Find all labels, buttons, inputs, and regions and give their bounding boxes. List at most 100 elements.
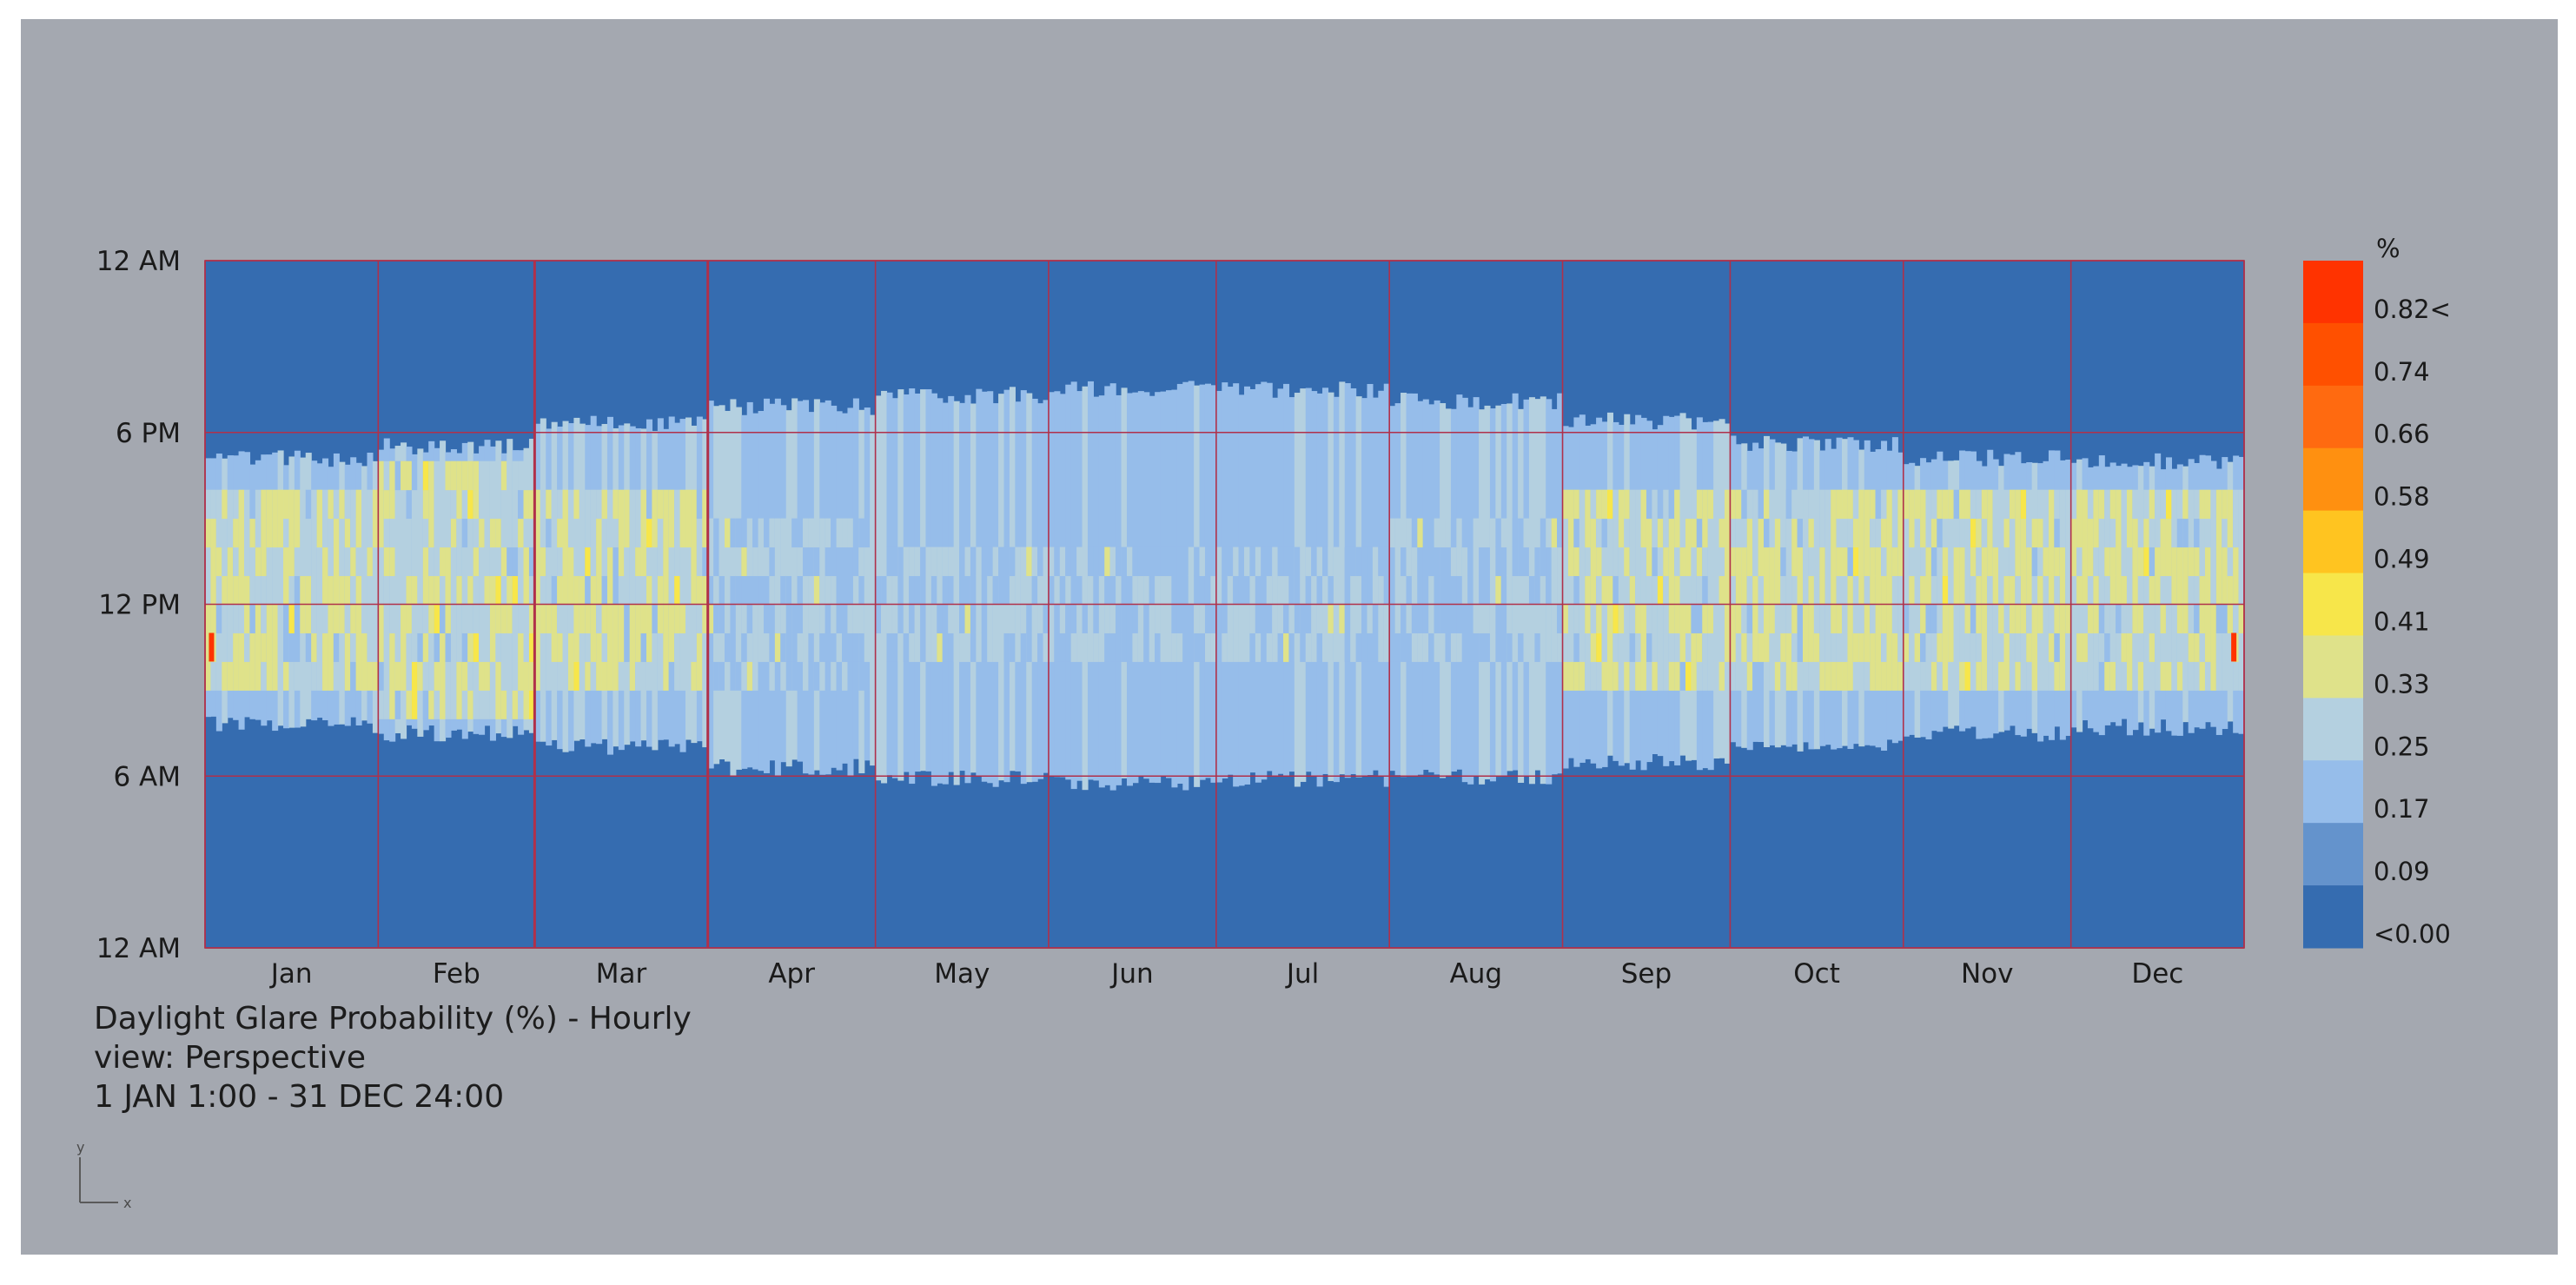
heatmap-cell — [606, 633, 613, 662]
heatmap-cell — [2227, 575, 2234, 605]
heatmap-cell — [1573, 604, 1580, 633]
heatmap-cell — [1590, 604, 1597, 633]
heatmap-cell — [2215, 633, 2222, 662]
heatmap-cell — [1959, 633, 1966, 662]
heatmap-cell — [1976, 489, 1983, 520]
heatmap-cell — [1764, 518, 1771, 548]
heatmap-cell — [741, 604, 748, 633]
heatmap-cell — [328, 575, 334, 605]
heatmap-cell — [372, 546, 379, 577]
heatmap-cell — [920, 546, 927, 577]
heatmap-cell — [1942, 604, 1949, 633]
heatmap-cell — [233, 633, 240, 662]
heatmap-cell — [1551, 518, 1558, 548]
heatmap-cell — [948, 575, 955, 605]
heatmap-cell — [1043, 633, 1050, 662]
heatmap-cell — [1746, 633, 1753, 662]
heatmap-cell — [440, 633, 447, 662]
heatmap-cell — [401, 604, 407, 633]
heatmap-cell — [824, 518, 831, 548]
heatmap-cell — [1696, 518, 1703, 548]
heatmap-cell — [2121, 518, 2128, 548]
heatmap-cell — [456, 460, 463, 491]
heatmap-cell — [1992, 604, 1999, 633]
heatmap-cell — [2054, 604, 2061, 633]
heatmap-cell — [1411, 518, 1418, 548]
heatmap-cell — [489, 546, 496, 577]
heatmap-cell — [1624, 518, 1631, 548]
heatmap-cell — [1557, 633, 1564, 662]
heatmap-cell — [1864, 604, 1871, 633]
heatmap-cell — [1579, 575, 1586, 605]
heatmap-cell — [2015, 489, 2022, 520]
heatmap-cell — [1316, 546, 1323, 577]
heatmap-cell — [886, 546, 893, 577]
rhino-viewport[interactable]: 12 AM 6 PM 12 PM 6 AM 12 AM Jan Feb Mar Apr May J… — [21, 19, 2558, 1255]
heatmap-cell — [891, 575, 898, 605]
heatmap-cell — [1590, 633, 1597, 662]
heatmap-cell — [819, 661, 826, 691]
heatmap-cell — [1635, 518, 1642, 548]
heatmap-cell — [350, 546, 357, 577]
heatmap-cell — [1160, 604, 1167, 633]
heatmap-cell — [2009, 604, 2016, 633]
heatmap-cell — [1881, 518, 1888, 548]
heatmap-cell — [2070, 489, 2077, 520]
heatmap-cell — [1479, 546, 1486, 577]
heatmap-cell — [1797, 575, 1804, 605]
heatmap-cell — [1696, 604, 1703, 633]
heatmap-cell — [1652, 633, 1659, 662]
heatmap-cell — [635, 661, 642, 691]
heatmap-cell — [518, 604, 525, 633]
heatmap-cell — [1752, 661, 1759, 691]
heatmap-cell — [557, 633, 564, 662]
heatmap-cell — [1864, 518, 1871, 548]
heatmap-cell — [1076, 575, 1083, 605]
heatmap-cell — [2210, 546, 2217, 577]
heatmap-cell — [428, 489, 435, 520]
heatmap-cell — [1752, 546, 1759, 577]
heatmap-cell — [2104, 604, 2111, 633]
heatmap-cell — [2238, 518, 2245, 548]
heatmap-cell — [1752, 489, 1759, 520]
heatmap-cell — [2020, 604, 2027, 633]
heatmap-cell — [1333, 575, 1340, 605]
heatmap-cell — [707, 604, 714, 633]
heatmap-cell — [479, 518, 486, 548]
heatmap-cell — [1858, 604, 1865, 633]
heatmap-cell — [858, 604, 865, 633]
heatmap-cell — [1567, 489, 1574, 520]
heatmap-cell — [2222, 604, 2228, 633]
heatmap-cell — [2054, 546, 2061, 577]
heatmap-cell — [1322, 575, 1329, 605]
heatmap-cell — [1803, 604, 1810, 633]
heatmap-cell — [606, 518, 613, 548]
heatmap-cell — [707, 546, 714, 577]
heatmap-cell — [2227, 546, 2234, 577]
legend-label: 0.17 — [2374, 794, 2430, 824]
heatmap-cell — [277, 661, 284, 691]
heatmap-cell — [1730, 546, 1737, 577]
heatmap-cell — [507, 661, 513, 691]
heatmap-cell — [942, 604, 949, 633]
heatmap-cell — [1328, 604, 1334, 633]
heatmap-cell — [266, 546, 273, 577]
heatmap-cell — [1428, 604, 1435, 633]
heatmap-cell — [1456, 604, 1463, 633]
heatmap-cell — [1283, 633, 1290, 662]
heatmap-cell — [1126, 546, 1134, 577]
heatmap-cell — [311, 489, 318, 520]
heatmap-cell — [976, 546, 983, 577]
heatmap-cell — [1059, 575, 1066, 605]
heatmap-cell — [1261, 604, 1268, 633]
heatmap-cell — [2082, 604, 2089, 633]
heatmap-cell — [434, 546, 440, 577]
heatmap-cell — [864, 518, 871, 548]
heatmap-cell — [1702, 604, 1709, 633]
legend-swatch — [2303, 823, 2363, 886]
heatmap-cell — [831, 575, 838, 605]
heatmap-cell — [2132, 546, 2139, 577]
heatmap-cell — [674, 518, 681, 548]
heatmap-cell — [1137, 604, 1144, 633]
heatmap-cell — [1785, 546, 1792, 577]
